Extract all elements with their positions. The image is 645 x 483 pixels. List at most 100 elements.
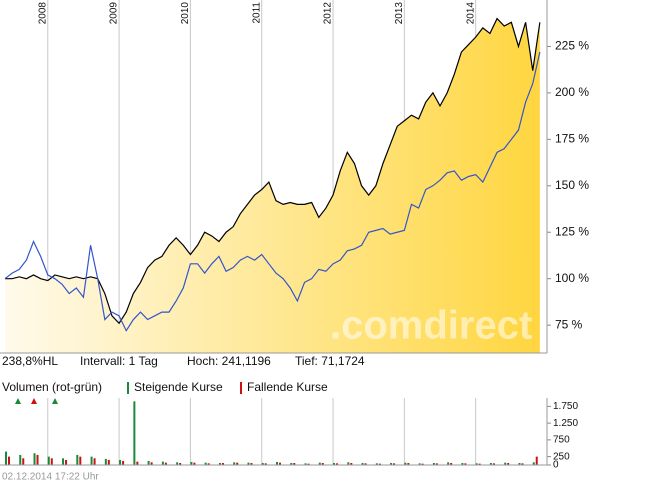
volume-bar: [378, 463, 381, 465]
x-tick-label: 2013: [394, 2, 405, 25]
volume-bar: [521, 463, 524, 465]
volume-bar: [65, 459, 68, 465]
volume-bar: [264, 463, 267, 465]
volume-bar: [7, 456, 10, 465]
volume-bar: [104, 458, 107, 465]
volume-bar: [333, 462, 336, 465]
volume-bar: [164, 462, 167, 465]
y-tick-label: 200 %: [555, 85, 589, 99]
volume-bar: [221, 462, 224, 465]
volume-bar: [492, 463, 495, 465]
volume-bar: [478, 463, 481, 465]
x-tick-label: 2008: [37, 2, 48, 25]
volume-bar: [176, 462, 179, 465]
y-tick-label: 125 %: [555, 224, 589, 238]
volume-bar: [218, 462, 221, 465]
volume-bar: [261, 462, 264, 465]
signal-arrow: [15, 398, 21, 404]
y-tick-label: 750: [553, 435, 570, 446]
y-tick-label: 1.750: [553, 401, 578, 412]
info-low: Tief: 71,1724: [295, 354, 365, 368]
volume-bar: [364, 463, 367, 465]
area: [4, 18, 540, 353]
volume-bar: [535, 456, 538, 465]
price-line: [4, 51, 541, 332]
y-tick-label: 100 %: [555, 271, 589, 285]
volume-bar: [435, 463, 438, 465]
volume-bar: [321, 462, 324, 465]
volume-bar: [150, 462, 153, 465]
volume-bar: [33, 453, 36, 465]
info-interval: Intervall: 1 Tag: [80, 354, 158, 368]
volume-bar: [418, 463, 421, 465]
volume-bar: [518, 462, 521, 465]
volume-bar: [390, 462, 393, 465]
info-change: 238,8%HL: [2, 354, 58, 368]
volume-bar: [407, 462, 410, 465]
volume-bar: [161, 461, 164, 465]
volume-bar: [290, 462, 293, 465]
price-panel: 2008 2009 2010 2011 2012 2013 2014 225 % 200 % 17…: [0, 0, 589, 354]
volume-bar: [278, 462, 281, 465]
volume-bar: [404, 462, 407, 465]
x-tick-label: 2010: [180, 2, 191, 25]
y-tick-label: 0: [553, 460, 559, 471]
volume-bar: [119, 459, 122, 465]
volume-bar: [233, 462, 236, 465]
volume-bar: [50, 458, 53, 465]
volume-bar: [447, 462, 450, 465]
volume-bar: [307, 463, 310, 465]
watermark: .comdirect: [330, 304, 532, 348]
volume-bar: [36, 454, 39, 465]
x-tick-label: 2012: [323, 2, 334, 25]
volume-bar: [489, 462, 492, 465]
timestamp: 02.12.2014 17:22 Uhr: [2, 472, 99, 483]
volume-bar: [107, 459, 110, 465]
volume-bar: [4, 451, 7, 465]
volume-bar: [250, 462, 253, 465]
volume-title: Volumen (rot-grün): [2, 380, 102, 394]
volume-bar: [79, 456, 82, 465]
x-tick-label: 2011: [251, 2, 262, 24]
volume-bar: [350, 462, 353, 465]
signal-arrow: [31, 398, 37, 404]
volume-bar: [147, 460, 150, 465]
legend-swatch: [127, 382, 129, 394]
info-high: Hoch: 241,1196: [187, 354, 271, 368]
volume-bar: [122, 460, 125, 465]
volume-bar: [361, 462, 364, 465]
legend-label: Fallende Kurse: [247, 380, 328, 394]
x-tick-label: 2009: [109, 2, 120, 25]
volume-bar: [133, 401, 136, 465]
y-tick-label: 175 %: [555, 132, 589, 146]
volume-bar: [204, 462, 207, 465]
volume-bar: [336, 463, 339, 465]
volume-bar: [136, 461, 139, 465]
y-tick-label: 75 %: [555, 317, 583, 331]
volume-bar: [293, 462, 296, 465]
volume-bar: [432, 462, 435, 465]
volume-bar: [275, 461, 278, 465]
volume-bar: [461, 462, 464, 465]
volume-bar: [532, 462, 535, 465]
volume-bar: [190, 461, 193, 465]
volume-bar: [62, 458, 65, 465]
volume-bar: [236, 462, 239, 465]
volume-bar: [318, 462, 321, 465]
volume-bar: [507, 462, 510, 465]
volume-bar: [76, 454, 79, 465]
x-tick-label: 2014: [465, 2, 476, 25]
y-tick-label: 150 %: [555, 178, 589, 192]
volume-bar: [375, 463, 378, 465]
volume-bar: [90, 456, 93, 465]
volume-bar: [421, 463, 424, 465]
volume-bar: [193, 462, 196, 465]
volume-bar: [450, 462, 453, 465]
volume-bar: [93, 458, 96, 465]
volume-bar: [464, 463, 467, 465]
volume-bar: [22, 458, 25, 465]
volume-bar: [504, 462, 507, 465]
